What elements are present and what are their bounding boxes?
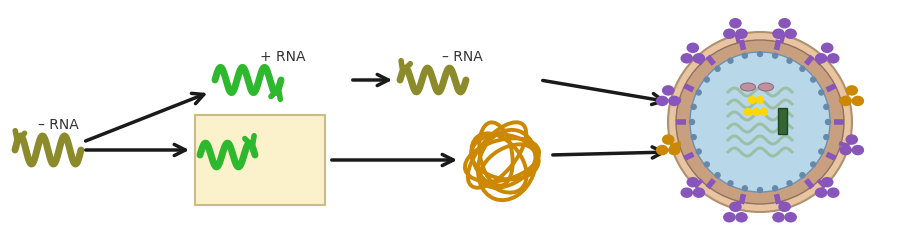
Ellipse shape bbox=[735, 212, 748, 222]
Ellipse shape bbox=[693, 187, 705, 198]
Circle shape bbox=[819, 90, 824, 95]
Ellipse shape bbox=[758, 83, 774, 91]
Circle shape bbox=[824, 104, 829, 109]
Circle shape bbox=[800, 66, 804, 71]
Circle shape bbox=[743, 53, 747, 58]
Text: – RNA: – RNA bbox=[442, 50, 483, 64]
Circle shape bbox=[787, 181, 792, 186]
Circle shape bbox=[690, 120, 694, 125]
Circle shape bbox=[819, 149, 824, 154]
Ellipse shape bbox=[723, 29, 735, 39]
Ellipse shape bbox=[662, 85, 674, 96]
Circle shape bbox=[824, 135, 829, 140]
Bar bbox=[778, 108, 787, 134]
Ellipse shape bbox=[681, 187, 693, 198]
Ellipse shape bbox=[827, 187, 840, 198]
Circle shape bbox=[743, 186, 747, 191]
Ellipse shape bbox=[656, 145, 668, 155]
Text: + RNA: + RNA bbox=[260, 50, 305, 64]
Ellipse shape bbox=[852, 96, 864, 106]
Circle shape bbox=[773, 186, 777, 191]
Ellipse shape bbox=[778, 202, 791, 212]
Ellipse shape bbox=[676, 40, 844, 204]
Ellipse shape bbox=[839, 96, 852, 106]
Circle shape bbox=[704, 77, 709, 82]
Ellipse shape bbox=[773, 29, 784, 39]
Circle shape bbox=[757, 52, 763, 56]
Ellipse shape bbox=[821, 177, 834, 187]
Circle shape bbox=[728, 58, 733, 63]
Circle shape bbox=[773, 53, 777, 58]
Ellipse shape bbox=[852, 145, 864, 155]
Circle shape bbox=[704, 162, 709, 167]
Ellipse shape bbox=[784, 29, 797, 39]
Ellipse shape bbox=[729, 18, 742, 29]
FancyBboxPatch shape bbox=[195, 115, 325, 205]
Circle shape bbox=[811, 77, 815, 82]
Circle shape bbox=[761, 108, 767, 115]
Ellipse shape bbox=[741, 83, 755, 91]
Ellipse shape bbox=[827, 53, 840, 64]
Ellipse shape bbox=[821, 42, 834, 53]
Ellipse shape bbox=[723, 212, 735, 222]
Ellipse shape bbox=[735, 29, 748, 39]
Circle shape bbox=[696, 90, 701, 95]
Circle shape bbox=[825, 120, 831, 125]
Ellipse shape bbox=[686, 42, 699, 53]
Ellipse shape bbox=[814, 187, 827, 198]
Ellipse shape bbox=[668, 32, 852, 212]
Circle shape bbox=[691, 104, 696, 109]
Circle shape bbox=[811, 162, 815, 167]
Ellipse shape bbox=[686, 177, 699, 187]
Circle shape bbox=[728, 181, 733, 186]
Ellipse shape bbox=[693, 53, 705, 64]
Ellipse shape bbox=[668, 145, 681, 155]
Circle shape bbox=[691, 135, 696, 140]
Circle shape bbox=[756, 96, 764, 103]
Circle shape bbox=[757, 187, 763, 192]
Ellipse shape bbox=[668, 96, 681, 106]
Circle shape bbox=[753, 108, 760, 115]
Ellipse shape bbox=[681, 53, 693, 64]
Ellipse shape bbox=[839, 145, 852, 155]
Ellipse shape bbox=[773, 212, 784, 222]
Text: – RNA: – RNA bbox=[37, 118, 78, 132]
Circle shape bbox=[696, 149, 701, 154]
Circle shape bbox=[787, 58, 792, 63]
Circle shape bbox=[715, 66, 720, 71]
Ellipse shape bbox=[656, 96, 668, 106]
Ellipse shape bbox=[690, 52, 830, 192]
Ellipse shape bbox=[662, 134, 674, 145]
Circle shape bbox=[715, 173, 720, 178]
Ellipse shape bbox=[784, 212, 797, 222]
Circle shape bbox=[744, 108, 752, 115]
Ellipse shape bbox=[778, 18, 791, 29]
Circle shape bbox=[800, 173, 804, 178]
Ellipse shape bbox=[729, 202, 742, 212]
Ellipse shape bbox=[845, 85, 858, 96]
Ellipse shape bbox=[814, 53, 827, 64]
Circle shape bbox=[748, 96, 755, 103]
Ellipse shape bbox=[845, 134, 858, 145]
